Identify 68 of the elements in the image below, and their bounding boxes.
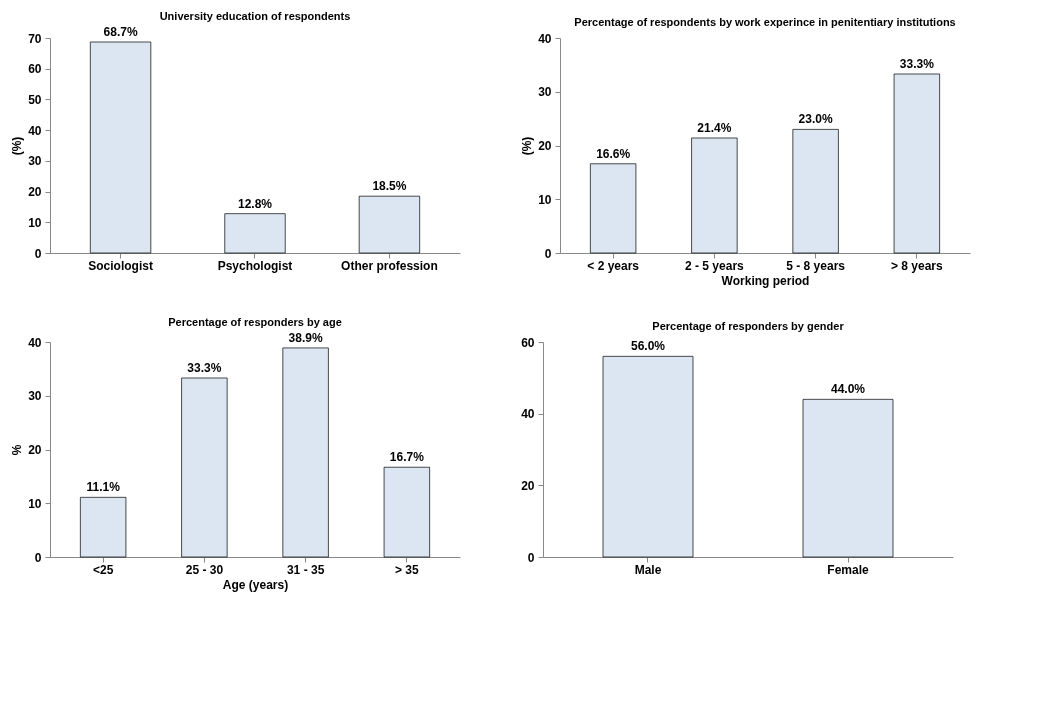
y-tick-label: 20: [28, 185, 42, 200]
chart-title: Percentage of responders by age: [168, 315, 342, 328]
bar: [893, 73, 940, 254]
x-tick-label: < 2 years: [587, 258, 640, 273]
chart-title: Percentage of respondents by work experince in penitentiary institutions: [574, 16, 956, 28]
x-tick-label: Female: [827, 562, 869, 577]
data-label: 16.6%: [596, 146, 631, 161]
bar: [224, 213, 286, 254]
x-tick-label: Sociologist: [88, 258, 153, 273]
y-tick-label: 30: [28, 389, 42, 404]
data-label: 18.5%: [372, 179, 407, 194]
bar: [590, 163, 637, 254]
y-tick-label: 10: [28, 215, 42, 230]
x-tick-label: 31 - 35: [286, 562, 325, 577]
y-tick-label: 60: [28, 62, 42, 77]
x-tick-label: <25: [92, 562, 114, 577]
bar: [80, 496, 127, 558]
data-label: 11.1%: [86, 480, 121, 495]
bar: [792, 129, 839, 254]
y-tick-label: 0: [544, 246, 552, 261]
x-tick-label: Other profession: [341, 258, 438, 273]
x-tick-label: 2 - 5 years: [685, 258, 745, 273]
data-label: 21.4%: [697, 120, 732, 135]
x-tick-label: > 8 years: [890, 258, 944, 273]
bar: [383, 466, 430, 558]
y-tick-label: 0: [34, 246, 42, 261]
data-label: 38.9%: [288, 330, 323, 345]
y-axis-title: (%): [520, 136, 535, 156]
data-label: 33.3%: [899, 57, 935, 72]
y-tick-label: 20: [28, 443, 42, 457]
x-axis-title: Age (years): [222, 577, 289, 592]
x-tick-label: Male: [634, 562, 662, 577]
y-tick-label: 70: [28, 31, 42, 46]
y-axis-title: %: [10, 444, 25, 456]
y-tick-label: 50: [28, 92, 42, 107]
data-label: 33.3%: [187, 361, 222, 376]
chart-title: University education of respondents: [159, 9, 351, 22]
x-tick-label: > 35: [395, 562, 420, 577]
data-label: 23.0%: [798, 112, 833, 127]
y-axis-title: (%): [10, 136, 25, 156]
y-tick-label: 40: [538, 31, 552, 46]
x-tick-label: 5 - 8 years: [786, 258, 846, 273]
y-tick-label: 30: [538, 85, 552, 100]
bar: [181, 377, 228, 558]
data-label: 68.7%: [103, 24, 138, 39]
bar: [691, 137, 738, 254]
y-tick-label: 40: [28, 123, 42, 138]
bar: [89, 41, 152, 254]
bar: [358, 195, 421, 254]
y-tick-label: 30: [28, 154, 42, 169]
y-tick-label: 10: [538, 192, 552, 207]
y-tick-label: 10: [28, 496, 42, 511]
y-tick-label: 40: [28, 335, 42, 350]
data-label: 56.0%: [630, 339, 666, 354]
data-label: 16.7%: [389, 450, 425, 465]
x-axis-title: Working period: [721, 273, 810, 288]
y-tick-label: 0: [527, 550, 535, 565]
bar: [282, 347, 329, 558]
y-tick-label: 20: [521, 478, 535, 493]
y-tick-label: 60: [521, 335, 535, 350]
x-tick-label: Psychologist: [217, 258, 293, 273]
x-tick-label: 25 - 30: [185, 562, 224, 577]
y-tick-label: 40: [521, 407, 535, 422]
y-tick-label: 20: [538, 139, 552, 153]
data-label: 12.8%: [237, 196, 273, 211]
y-tick-label: 0: [34, 550, 42, 565]
data-label: 44.0%: [830, 382, 866, 397]
chart-title: Percentage of responders by gender: [652, 320, 845, 332]
